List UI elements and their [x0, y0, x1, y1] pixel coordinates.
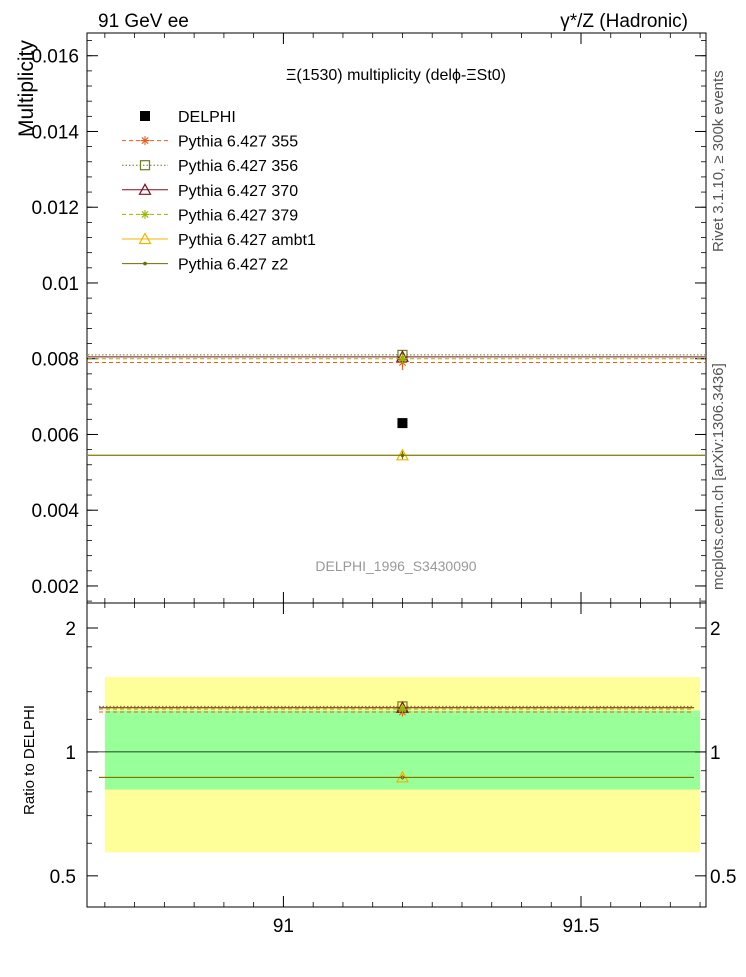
main-y-tick-label: 0.016	[31, 47, 79, 68]
chart-title: Ξ(1530) multiplicity (delϕ-ΞSt0)	[286, 67, 506, 84]
main-y-tick-label: 0.006	[31, 425, 79, 446]
legend-marker-Pythia 6.427 z2	[143, 261, 147, 266]
ratio-y-tick-label-right: 2	[710, 619, 721, 640]
ratio-y-tick-label-right: 0.5	[710, 867, 736, 888]
legend-label: Pythia 6.427 z2	[178, 257, 288, 274]
ratio-point-Pythia 6.427 379	[397, 704, 407, 714]
ratio-y-tick-label-right: 1	[710, 743, 721, 764]
rivet-label: Rivet 3.1.10, ≥ 300k events	[710, 70, 727, 252]
ratio-plot-frame	[86, 602, 707, 908]
legend-marker-Pythia 6.427 356	[139, 160, 151, 171]
data-point-Pythia 6.427 379	[397, 354, 407, 364]
x-tick-label: 91	[273, 916, 294, 937]
ratio-y-tick-label: 1	[65, 743, 76, 764]
main-y-tick-label: 0.01	[42, 274, 79, 295]
main-y-tick-label: 0.008	[31, 350, 79, 371]
header-left: 91 GeV ee	[98, 11, 189, 32]
legend-marker-DELPHI	[140, 111, 150, 121]
data-point-Pythia 6.427 z2	[400, 453, 405, 458]
legend-label: DELPHI	[178, 109, 236, 126]
analysis-watermark: DELPHI_1996_S3430090	[315, 558, 476, 574]
ratio-y-axis-label: Ratio to DELPHI	[21, 705, 38, 815]
legend-marker-Pythia 6.427 355	[140, 136, 150, 146]
legend-label: Pythia 6.427 379	[178, 207, 298, 224]
main-y-tick-label: 0.012	[31, 198, 79, 219]
legend-marker-Pythia 6.427 ambt1	[138, 232, 152, 245]
legend-marker-Pythia 6.427 379	[140, 209, 150, 219]
mcplots-label: mcplots.cern.ch [arXiv:1306.3436]	[710, 363, 727, 590]
legend-label: Pythia 6.427 370	[178, 183, 298, 200]
x-tick-label: 91.5	[563, 916, 600, 937]
header-right: γ*/Z (Hadronic)	[560, 11, 688, 32]
ratio-y-tick-label: 0.5	[50, 867, 76, 888]
data-point-DELPHI	[397, 418, 408, 429]
ratio-y-tick-label: 2	[65, 619, 76, 640]
main-y-tick-label: 0.014	[31, 122, 79, 143]
legend-label: Pythia 6.427 355	[178, 134, 298, 151]
legend-marker-Pythia 6.427 370	[138, 183, 152, 195]
legend-label: Pythia 6.427 ambt1	[178, 232, 316, 249]
main-y-axis-label: Multiplicity	[15, 40, 38, 137]
legend-label: Pythia 6.427 356	[178, 158, 298, 175]
main-y-tick-label: 0.004	[31, 501, 79, 522]
main-y-tick-label: 0.002	[31, 577, 79, 598]
